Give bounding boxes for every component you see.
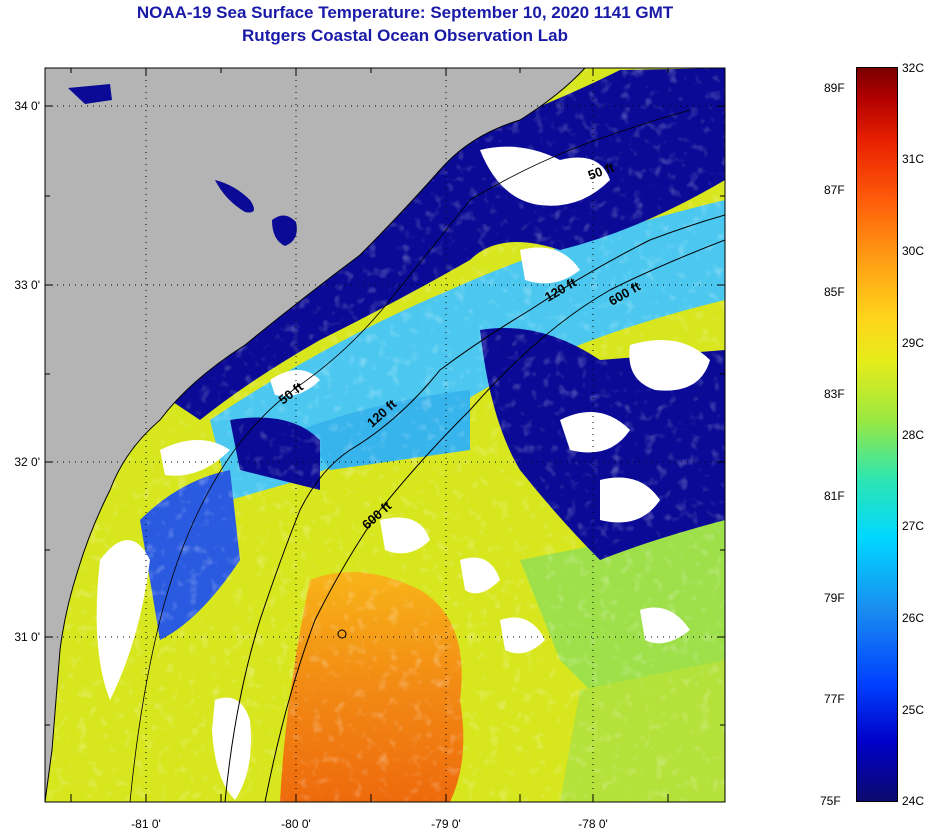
contour-50ft [129,109,691,802]
contour-120ft [224,214,725,802]
colorbar-fahrenheit-label: 75F [820,794,841,808]
lat-tick-label: 33 0' [14,278,40,292]
colorbar-celsius-label: 24C [902,794,925,808]
colorbar-celsius-label: 25C [902,703,925,717]
contour-600ft [264,239,725,802]
colorbar-celsius-label: 29C [902,336,925,350]
map-frame [44,67,726,803]
land [45,68,585,802]
coastline [45,68,586,802]
colorbar-fahrenheit-label: 89F [824,81,845,95]
map-title: NOAA-19 Sea Surface Temperature: Septemb… [136,3,674,22]
colorbar-celsius-label: 32C [902,61,925,75]
colorbar-celsius-label: 30C [902,244,925,258]
map-area [45,68,725,802]
lat-tick-label: 32 0' [14,455,40,469]
lon-tick-label: -78 0' [578,817,608,831]
colorbar-celsius-label: 28C [902,428,925,442]
lat-tick-label: 34 0' [14,99,40,113]
lat-tick-label: 31 0' [14,630,40,644]
graticule [45,68,725,802]
station-marker [337,629,347,639]
colorbar-fahrenheit-label: 77F [824,692,845,706]
lon-tick-label: -80 0' [281,817,311,831]
axis-ticks [45,68,725,802]
colorbar-fahrenheit-label: 87F [824,183,845,197]
colorbar-celsius-label: 27C [902,519,925,533]
map-subtitle: Rutgers Coastal Ocean Observation Lab [242,26,568,45]
temperature-colorbar [856,67,898,802]
colorbar-fahrenheit-label: 81F [824,489,845,503]
inland-lakes [68,84,297,246]
lon-tick-label: -81 0' [131,817,161,831]
colorbar-fahrenheit-label: 83F [824,387,845,401]
colorbar-fahrenheit-label: 85F [824,285,845,299]
colorbar-fahrenheit-label: 79F [824,591,845,605]
lon-tick-label: -79 0' [431,817,461,831]
colorbar-celsius-label: 26C [902,611,925,625]
colorbar-celsius-label: 31C [902,152,925,166]
